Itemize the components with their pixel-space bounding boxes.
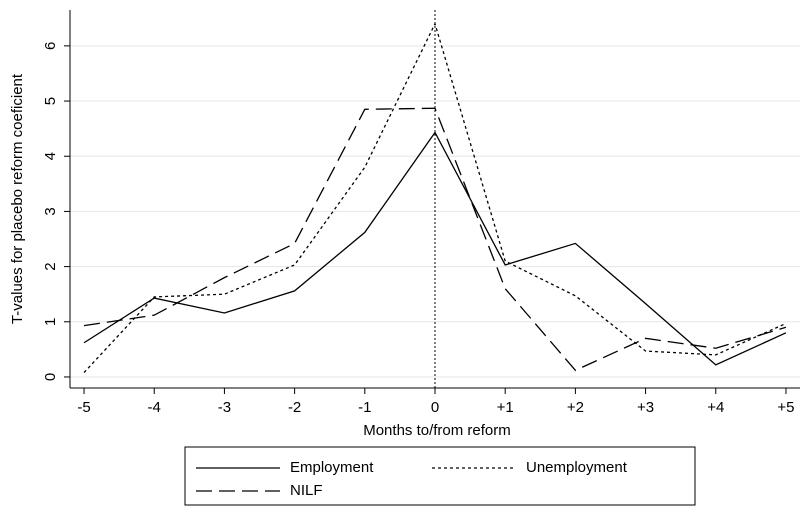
legend-label: NILF bbox=[290, 482, 323, 499]
series-line bbox=[83, 131, 787, 366]
x-tick-label: -2 bbox=[288, 399, 301, 416]
y-tick-label: 6 bbox=[42, 42, 59, 50]
x-tick-label: -5 bbox=[77, 399, 90, 416]
y-axis-title: T-values for placebo reform coeficient bbox=[9, 73, 26, 324]
y-tick-label: 2 bbox=[42, 262, 59, 270]
legend-label: Employment bbox=[290, 459, 374, 476]
series-line bbox=[83, 107, 787, 372]
x-tick-label: +2 bbox=[567, 399, 584, 416]
y-tick-label: 1 bbox=[42, 318, 59, 326]
legend-box bbox=[184, 446, 696, 506]
legend-label: Unemployment bbox=[526, 459, 628, 476]
x-axis-title: Months to/from reform bbox=[363, 422, 511, 439]
y-tick-label: 0 bbox=[42, 373, 59, 381]
y-tick-label: 5 bbox=[42, 97, 59, 105]
x-tick-label: -4 bbox=[148, 399, 161, 416]
x-tick-label: -1 bbox=[358, 399, 371, 416]
x-tick-label: +4 bbox=[707, 399, 724, 416]
x-tick-label: +5 bbox=[777, 399, 794, 416]
x-tick-label: -3 bbox=[218, 399, 231, 416]
x-tick-label: +1 bbox=[497, 399, 514, 416]
x-tick-label: +3 bbox=[637, 399, 654, 416]
y-tick-label: 3 bbox=[42, 207, 59, 215]
series-line bbox=[83, 22, 787, 373]
x-tick-label: 0 bbox=[431, 399, 439, 416]
y-tick-label: 4 bbox=[42, 152, 59, 160]
